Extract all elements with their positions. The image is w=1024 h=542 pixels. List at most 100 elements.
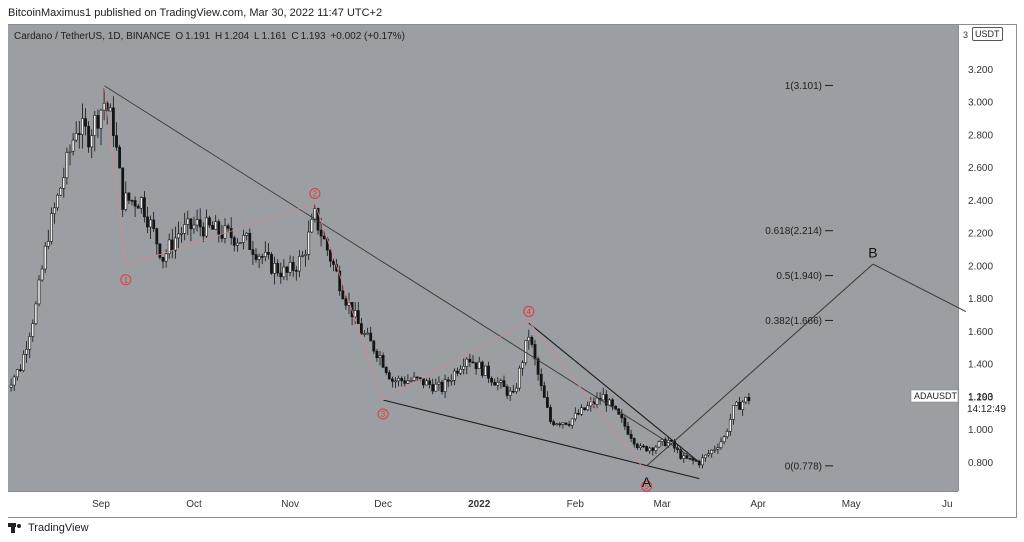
candle	[167, 233, 171, 259]
candle-body	[96, 115, 100, 129]
candle	[201, 222, 205, 243]
candle-body	[90, 135, 94, 148]
candle-body	[307, 231, 311, 255]
candle-body	[747, 396, 751, 401]
candle-body	[28, 336, 32, 350]
close-label: C	[291, 31, 299, 42]
candle	[521, 360, 525, 376]
candle-body	[198, 219, 202, 228]
candle	[580, 404, 583, 416]
candle	[375, 348, 379, 362]
candle	[68, 144, 72, 166]
price-tick-label: 3.000	[968, 98, 993, 109]
candle-body	[226, 225, 230, 229]
candle-body	[31, 323, 35, 337]
candle-body	[595, 397, 599, 405]
candle-body	[394, 380, 397, 383]
currency-label[interactable]: USDT	[972, 27, 1003, 41]
footer[interactable]: TradingView	[8, 522, 89, 534]
candle	[611, 398, 614, 411]
candle-body	[397, 378, 401, 382]
candle-body	[121, 167, 125, 210]
candle	[22, 350, 25, 373]
candle-body	[236, 242, 239, 246]
candle	[660, 439, 664, 446]
candle	[406, 374, 410, 385]
price-tick-label: 3.200	[968, 65, 993, 76]
candle-body	[136, 205, 140, 209]
candle-body	[549, 407, 552, 422]
candle	[595, 392, 599, 410]
candle-body	[487, 365, 490, 379]
candle-body	[654, 446, 658, 451]
candle-body	[521, 362, 525, 369]
candle-body	[580, 407, 583, 415]
candle-body	[201, 226, 205, 237]
price-axis[interactable]	[958, 25, 1016, 491]
candle-body	[707, 453, 711, 456]
candle	[570, 418, 574, 429]
candle-body	[189, 218, 193, 230]
candle	[273, 256, 277, 285]
candle-body	[735, 401, 738, 406]
price-tick-label: 2.600	[968, 163, 993, 174]
candle	[40, 265, 44, 282]
candle-body	[158, 243, 162, 258]
candle	[59, 186, 63, 196]
candle	[214, 215, 218, 230]
candle-body	[483, 365, 487, 376]
candle	[143, 191, 146, 223]
candle	[189, 217, 193, 242]
candle	[576, 409, 580, 416]
candle-body	[474, 362, 478, 370]
candle-body	[335, 264, 339, 272]
abc-wave-label: A	[642, 474, 652, 490]
candle	[518, 365, 521, 392]
candle-body	[146, 216, 149, 228]
candle	[384, 366, 388, 376]
candle	[372, 339, 376, 354]
candle-body	[74, 133, 78, 141]
candle	[149, 215, 153, 239]
abc-projection-line	[872, 263, 967, 313]
candle	[90, 129, 94, 159]
candle	[496, 377, 500, 391]
candle-body	[635, 443, 639, 448]
candle	[96, 109, 100, 139]
candle	[539, 368, 543, 392]
candle-body	[443, 379, 447, 392]
candle-body	[682, 455, 686, 459]
candle	[642, 444, 645, 448]
candle-body	[285, 266, 289, 273]
change-value: +0.002 (+0.17%)	[330, 31, 405, 42]
candle-body	[139, 197, 143, 209]
candle-body	[87, 126, 91, 148]
candle	[158, 243, 162, 260]
time-axis[interactable]	[8, 491, 958, 517]
candle-body	[499, 380, 503, 383]
candle	[43, 241, 47, 274]
wave-count-label: 1	[120, 274, 132, 286]
candle	[697, 459, 701, 468]
candle	[542, 381, 546, 398]
symbol-legend[interactable]: Cardano / TetherUS, 1D, BINANCE O 1.191 H…	[14, 31, 407, 42]
candle-body	[276, 263, 280, 274]
candle-body	[108, 107, 112, 112]
candle	[567, 420, 571, 428]
candle	[626, 422, 630, 436]
candle-body	[112, 107, 115, 136]
candle	[440, 380, 444, 395]
candle-body	[434, 383, 438, 392]
candle-body	[570, 418, 574, 426]
candle-body	[127, 192, 131, 201]
candle	[657, 440, 661, 448]
candle	[183, 212, 187, 241]
candle-body	[71, 139, 75, 152]
candle-body	[263, 252, 267, 257]
candle	[465, 357, 469, 375]
candle-body	[632, 438, 636, 445]
candle	[245, 232, 249, 241]
candle	[428, 377, 432, 389]
wave-count-number: 3	[381, 410, 386, 419]
candle	[474, 362, 478, 375]
